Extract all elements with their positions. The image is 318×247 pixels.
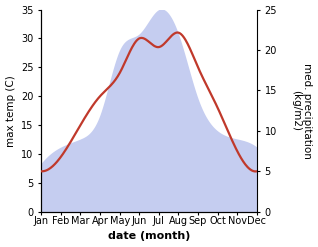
Y-axis label: max temp (C): max temp (C) bbox=[5, 75, 16, 146]
X-axis label: date (month): date (month) bbox=[108, 231, 190, 242]
Y-axis label: med. precipitation
(kg/m2): med. precipitation (kg/m2) bbox=[291, 63, 313, 159]
